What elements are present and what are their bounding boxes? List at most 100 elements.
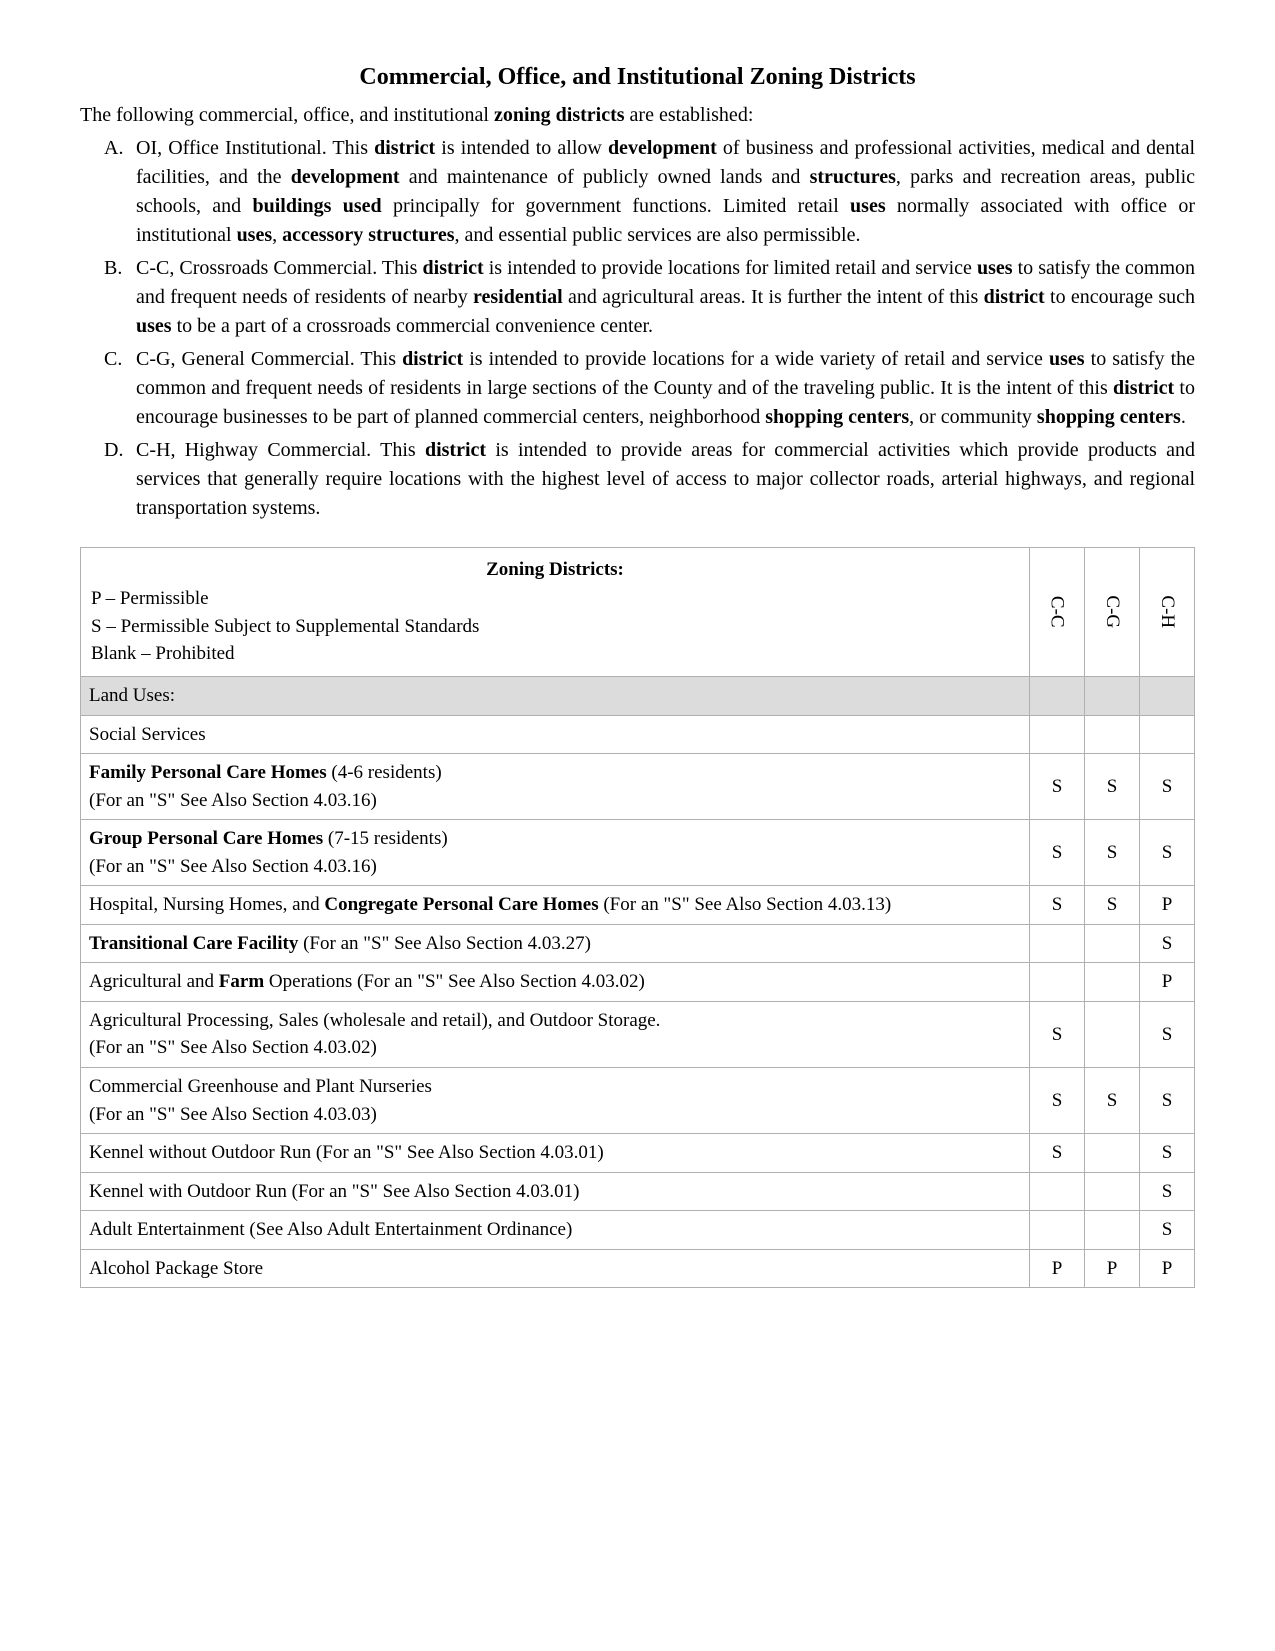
use-cell: Social Services — [81, 715, 1030, 754]
b-t6: to be a part of a crossroads commercial … — [172, 315, 653, 337]
intro-pre: The following commercial, office, and in… — [80, 104, 494, 126]
b-b4: district — [984, 286, 1045, 308]
use-text: (7-15 residents) — [323, 828, 448, 849]
b-t4: and agricultural areas. It is further th… — [563, 286, 984, 308]
use-cell: Hospital, Nursing Homes, and Congregate … — [81, 886, 1030, 925]
zoning-value — [1030, 715, 1085, 754]
a-b4: structures — [810, 166, 896, 188]
a-t1: OI, Office Institutional. This — [136, 137, 374, 159]
use-cell: Group Personal Care Homes (7-15 resident… — [81, 820, 1030, 886]
d-b1: district — [425, 439, 486, 461]
table-body: Social ServicesFamily Personal Care Home… — [81, 715, 1195, 1288]
a-t2: is intended to allow — [435, 137, 608, 159]
use-cell: Adult Entertainment (See Also Adult Ente… — [81, 1211, 1030, 1250]
district-list: A. OI, Office Institutional. This distri… — [80, 134, 1195, 523]
table-row: Agricultural and Farm Operations (For an… — [81, 963, 1195, 1002]
use-text: (For an "S" See Also Section 4.03.16) — [89, 790, 377, 811]
c-t2: is intended to provide locations for a w… — [463, 348, 1049, 370]
zoning-value: S — [1085, 886, 1140, 925]
b-b1: district — [423, 257, 484, 279]
list-item-b: B. C-C, Crossroads Commercial. This dist… — [136, 254, 1195, 341]
c-t1: C-G, General Commercial. This — [136, 348, 402, 370]
table-row: Kennel with Outdoor Run (For an "S" See … — [81, 1172, 1195, 1211]
zoning-value: S — [1085, 1068, 1140, 1134]
zoning-value: P — [1030, 1249, 1085, 1288]
table-row: Hospital, Nursing Homes, and Congregate … — [81, 886, 1195, 925]
c-b2: uses — [1049, 348, 1085, 370]
col-label-ch: C-H — [1153, 596, 1181, 629]
zoning-value: S — [1140, 924, 1195, 963]
section-blank-1 — [1030, 676, 1085, 715]
use-text: (For an "S" See Also Section 4.03.27) — [298, 933, 591, 954]
c-b4: shopping centers — [765, 406, 909, 428]
use-cell: Agricultural and Farm Operations (For an… — [81, 963, 1030, 1002]
list-item-a: A. OI, Office Institutional. This distri… — [136, 134, 1195, 250]
a-b5: buildings used — [252, 195, 381, 217]
a-b8: accessory structures — [282, 224, 454, 246]
zoning-value — [1030, 1211, 1085, 1250]
zoning-value: S — [1030, 754, 1085, 820]
c-b5: shopping centers — [1037, 406, 1181, 428]
a-t9: , and essential public services are also… — [455, 224, 861, 246]
a-t6: principally for government functions. Li… — [382, 195, 850, 217]
use-cell: Transitional Care Facility (For an "S" S… — [81, 924, 1030, 963]
col-label-cg: C-G — [1098, 596, 1126, 629]
zoning-table: Zoning Districts: P – Permissible S – Pe… — [80, 547, 1195, 1288]
use-text: Operations (For an "S" See Also Section … — [264, 971, 645, 992]
zoning-value: S — [1030, 886, 1085, 925]
use-text: Transitional Care Facility — [89, 933, 298, 954]
table-row: Agricultural Processing, Sales (wholesal… — [81, 1001, 1195, 1067]
legend-blank: Blank – Prohibited — [91, 640, 1019, 668]
zoning-value: P — [1140, 963, 1195, 1002]
use-text: Congregate Personal Care Homes — [324, 894, 598, 915]
b-t5: to encourage such — [1045, 286, 1195, 308]
col-label-cc: C-C — [1043, 596, 1071, 628]
zoning-value: S — [1140, 820, 1195, 886]
intro-post: are established: — [625, 104, 754, 126]
use-text: (For an "S" See Also Section 4.03.03) — [89, 1104, 377, 1125]
c-t6: . — [1181, 406, 1186, 428]
zoning-value: S — [1140, 1134, 1195, 1173]
zoning-value: S — [1030, 1001, 1085, 1067]
use-cell: Alcohol Package Store — [81, 1249, 1030, 1288]
d-t1: C-H, Highway Commercial. This — [136, 439, 425, 461]
use-text: (4-6 residents) — [327, 762, 442, 783]
use-text: Alcohol Package Store — [89, 1258, 263, 1279]
c-b3: district — [1113, 377, 1174, 399]
marker-c: C. — [104, 345, 122, 374]
b-t2: is intended to provide locations for lim… — [484, 257, 977, 279]
zoning-value: S — [1140, 1068, 1195, 1134]
zoning-value: S — [1140, 1211, 1195, 1250]
table-row: Commercial Greenhouse and Plant Nurserie… — [81, 1068, 1195, 1134]
use-cell: Kennel with Outdoor Run (For an "S" See … — [81, 1172, 1030, 1211]
c-b1: district — [402, 348, 463, 370]
zoning-value — [1030, 963, 1085, 1002]
b-t1: C-C, Crossroads Commercial. This — [136, 257, 423, 279]
zoning-value: P — [1140, 886, 1195, 925]
use-text: Kennel with Outdoor Run (For an "S" See … — [89, 1181, 579, 1202]
col-head-cg: C-G — [1085, 547, 1140, 676]
intro-bold: zoning districts — [494, 104, 625, 126]
zoning-value: S — [1085, 820, 1140, 886]
legend-cell: Zoning Districts: P – Permissible S – Pe… — [81, 547, 1030, 676]
a-b2: development — [608, 137, 717, 159]
b-b3: residential — [473, 286, 563, 308]
zoning-value — [1085, 1172, 1140, 1211]
zoning-value — [1085, 1001, 1140, 1067]
use-cell: Agricultural Processing, Sales (wholesal… — [81, 1001, 1030, 1067]
legend-title: Zoning Districts: — [91, 556, 1019, 584]
c-t5: , or community — [909, 406, 1037, 428]
a-t8: , — [272, 224, 282, 246]
a-b3: development — [291, 166, 400, 188]
zoning-value — [1085, 924, 1140, 963]
section-blank-3 — [1140, 676, 1195, 715]
use-text: (For an "S" See Also Section 4.03.13) — [599, 894, 892, 915]
table-header-row: Zoning Districts: P – Permissible S – Pe… — [81, 547, 1195, 676]
use-cell: Family Personal Care Homes (4-6 resident… — [81, 754, 1030, 820]
use-text: Agricultural and — [89, 971, 219, 992]
list-item-d: D. C-H, Highway Commercial. This distric… — [136, 436, 1195, 523]
col-head-ch: C-H — [1140, 547, 1195, 676]
use-cell: Commercial Greenhouse and Plant Nurserie… — [81, 1068, 1030, 1134]
b-b2: uses — [977, 257, 1013, 279]
table-row: Family Personal Care Homes (4-6 resident… — [81, 754, 1195, 820]
